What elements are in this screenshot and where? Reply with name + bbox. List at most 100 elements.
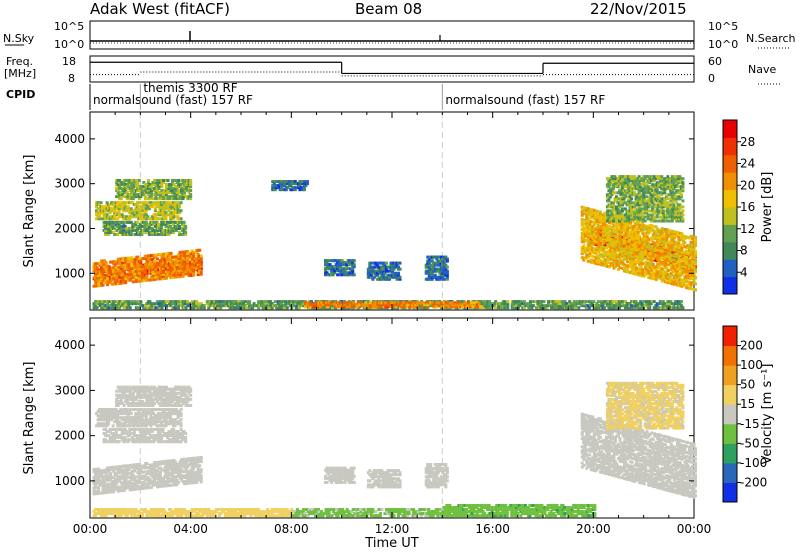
power-cell	[240, 306, 244, 310]
power-cell	[147, 207, 151, 211]
power-cell	[675, 261, 679, 265]
power-cell	[636, 271, 640, 275]
power-cell	[604, 232, 608, 236]
power-cell	[607, 240, 611, 244]
power-cell	[147, 205, 151, 209]
power-cell	[609, 233, 613, 237]
power-cell	[433, 267, 437, 271]
power-cell	[597, 216, 601, 220]
power-cell	[674, 252, 678, 256]
power-cell	[639, 261, 643, 265]
power-cell	[636, 236, 640, 240]
power-cell	[662, 257, 666, 261]
power-cell	[642, 300, 646, 304]
power-cell	[147, 217, 151, 221]
power-cell	[151, 266, 155, 270]
power-cell	[226, 304, 230, 308]
power-cell	[325, 259, 329, 263]
power-cell	[586, 241, 590, 245]
power-cell	[274, 180, 278, 184]
power-cell	[677, 235, 681, 239]
power-cell	[583, 210, 587, 214]
power-cell	[680, 232, 684, 236]
power-cell	[675, 281, 679, 285]
power-cell	[623, 247, 627, 251]
power-cell	[662, 233, 666, 237]
power-cell	[152, 259, 156, 263]
power-cell	[515, 306, 519, 310]
power-cell	[594, 215, 598, 219]
power-cell	[654, 255, 658, 259]
power-cell	[665, 272, 669, 276]
power-cell	[163, 269, 167, 273]
power-cell	[192, 260, 196, 264]
power-cell	[139, 269, 143, 273]
power-cell	[678, 258, 682, 262]
power-cell	[337, 269, 341, 273]
power-cell	[674, 277, 678, 281]
power-cell	[276, 306, 280, 310]
power-cell	[216, 300, 220, 304]
nsky-panel: N.Sky 10^5 10^0 10^5 10^0 N.Search	[3, 20, 796, 51]
power-cell	[183, 302, 187, 306]
power-cell	[370, 306, 374, 310]
power-cell	[112, 268, 116, 272]
power-cell	[167, 226, 171, 230]
power-cell	[113, 226, 117, 230]
power-cell	[665, 236, 669, 240]
power-cell	[178, 271, 182, 275]
power-cell	[436, 267, 440, 271]
power-cell	[677, 279, 681, 283]
power-cell	[675, 300, 679, 304]
power-cell	[178, 209, 182, 213]
power-cell	[133, 257, 137, 261]
power-cell	[152, 255, 156, 259]
power-cell	[177, 306, 181, 310]
power-cell	[660, 251, 664, 255]
power-cell	[438, 263, 442, 267]
power-cell	[389, 263, 393, 267]
power-cell	[621, 258, 625, 262]
power-cell	[375, 263, 379, 267]
power-cell	[193, 261, 197, 265]
power-cell	[447, 305, 451, 309]
power-cell	[280, 188, 284, 192]
power-cell	[120, 213, 124, 217]
power-cell	[601, 241, 605, 245]
power-cell	[352, 304, 356, 308]
power-cell	[170, 211, 174, 215]
power-cell	[627, 306, 631, 310]
power-cell	[136, 187, 140, 191]
power-cell	[654, 253, 658, 257]
power-cell	[240, 304, 244, 308]
power-cell	[100, 275, 104, 279]
power-cell	[597, 262, 601, 266]
power-cell	[122, 306, 126, 310]
power-cell	[101, 283, 105, 287]
power-cell	[172, 215, 176, 219]
power-cell	[127, 278, 131, 282]
power-cell	[157, 306, 161, 310]
power-cell	[607, 304, 611, 308]
power-cell	[585, 212, 589, 216]
power-cell	[687, 286, 691, 290]
power-cell	[122, 302, 126, 306]
power-cell	[675, 279, 679, 283]
power-cell	[588, 244, 592, 248]
power-cell	[626, 266, 630, 270]
power-cell	[182, 228, 186, 232]
power-cell	[271, 186, 275, 190]
power-cell	[645, 263, 649, 267]
power-cell	[666, 230, 670, 234]
power-cell	[616, 237, 620, 241]
power-cell	[142, 185, 146, 189]
power-cell	[319, 301, 323, 305]
power-cell	[616, 255, 620, 259]
power-cell	[539, 306, 543, 310]
power-cell	[146, 266, 150, 270]
power-cell	[142, 193, 146, 197]
power-cell	[394, 265, 398, 269]
power-cell	[607, 300, 611, 304]
power-cell	[630, 225, 634, 229]
power-cell	[378, 271, 382, 275]
